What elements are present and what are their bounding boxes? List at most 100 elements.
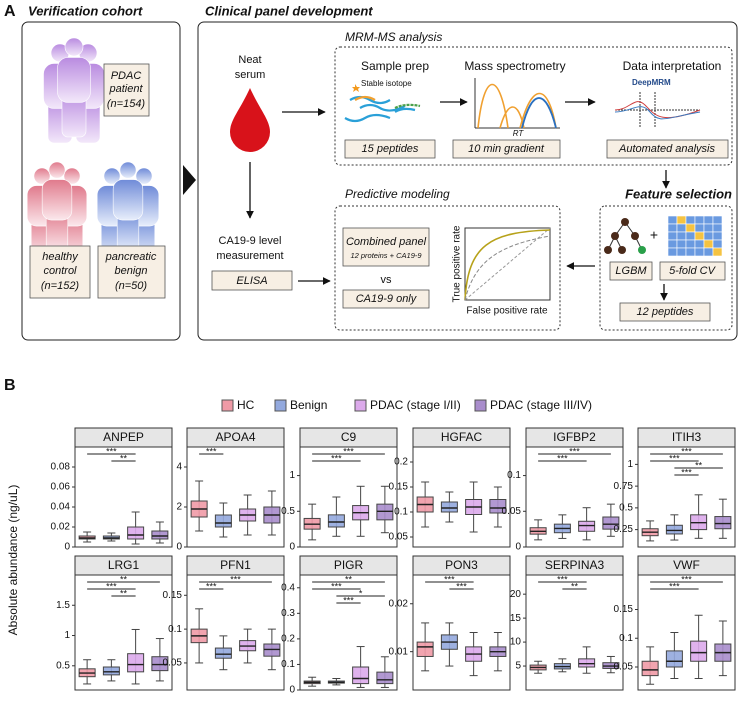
panel-title: PON3: [445, 558, 478, 572]
person-head: [119, 161, 137, 179]
sig-label: ***: [106, 581, 117, 591]
label: 10 min gradient: [468, 143, 545, 155]
person-body: [41, 179, 73, 221]
axis-label: True positive rate: [452, 225, 463, 302]
section-title: Clinical panel development: [205, 3, 373, 18]
y-tick-label: 0.05: [614, 662, 634, 673]
y-tick-label: 0.2: [394, 457, 408, 468]
cv-cell: [712, 215, 723, 225]
box: [376, 671, 394, 685]
y-tick-label: 0.05: [389, 532, 409, 543]
box-plots: ANPEP00.020.040.060.08*****APOA4024***C9…: [51, 427, 736, 696]
label-box: [342, 289, 430, 309]
label: Neat: [238, 54, 261, 66]
plus: +: [650, 227, 658, 243]
label-box: [97, 245, 166, 299]
label: patient: [108, 83, 143, 95]
sig-label: ***: [569, 446, 580, 456]
y-tick-label: 0: [64, 542, 70, 553]
cv-cell: [712, 223, 723, 233]
label: measurement: [216, 250, 283, 262]
label: CA19-9 only: [356, 293, 418, 305]
y-tick-label: 1.5: [56, 600, 70, 611]
box: [641, 660, 659, 677]
person-head: [63, 167, 81, 185]
person-head: [33, 167, 51, 185]
label: (n=154): [107, 98, 146, 110]
sig-label: ***: [343, 595, 354, 605]
label: Combined panel: [346, 236, 427, 248]
sig-label: ***: [681, 574, 692, 584]
box: [214, 647, 232, 659]
person-head: [135, 167, 153, 185]
box: [690, 640, 708, 662]
peaks: [477, 83, 557, 129]
y-axis-label: Absolute abundance (ng/uL): [6, 485, 20, 636]
y-tick-label: 0.15: [614, 604, 634, 615]
cv-cell: [667, 223, 678, 233]
sig-label: ***: [106, 446, 117, 456]
panel-title: ANPEP: [103, 430, 144, 444]
panel-title: IGFBP2: [553, 430, 596, 444]
box: [489, 499, 507, 514]
cv-cell: [685, 223, 696, 233]
box: [440, 501, 458, 513]
label-box: [342, 227, 430, 267]
axes: [474, 78, 560, 129]
legend-label: HC: [237, 398, 255, 412]
cv-cell: [676, 223, 687, 233]
plot-frame: [412, 446, 511, 548]
sig-label: ***: [681, 446, 692, 456]
cv-grid: [667, 215, 723, 257]
y-tick-label: 0.15: [163, 590, 183, 601]
cv-cell: [676, 239, 687, 249]
tree-icon: [611, 232, 619, 240]
cv-cell: [694, 247, 705, 257]
sig-label: **: [120, 588, 128, 598]
dashed-box: [334, 46, 733, 166]
axis-label: False positive rate: [466, 306, 548, 317]
roc-curve: [464, 229, 551, 301]
label: RT: [513, 129, 525, 138]
sig-label: ***: [669, 581, 680, 591]
y-tick-label: 0.05: [163, 658, 183, 669]
y-tick-label: 0.1: [507, 470, 521, 481]
plot-frame: [299, 574, 398, 691]
label: control: [43, 265, 77, 277]
y-tick-label: 0.05: [502, 506, 522, 517]
legend-swatch: [274, 399, 287, 412]
cv-cell: [703, 215, 714, 225]
tree-icon: [621, 218, 629, 226]
legend-label: PDAC (stage III/IV): [490, 398, 592, 412]
label: 5-fold CV: [669, 265, 717, 277]
tree-icon: [604, 246, 612, 254]
sig-label: **: [571, 581, 579, 591]
blood-drop: [230, 88, 270, 152]
cv-cell: [703, 247, 714, 257]
y-tick-label: 0.08: [51, 462, 71, 473]
plot-frame: [637, 574, 736, 691]
tree-icon: [631, 232, 639, 240]
title-bg: [342, 31, 462, 45]
legend-swatch: [221, 399, 234, 412]
cv-cell: [685, 215, 696, 225]
person-body: [112, 179, 144, 221]
label-box: [659, 261, 726, 281]
cv-cell: [712, 247, 723, 257]
plot-frame: [637, 446, 736, 548]
panel-label: A: [4, 3, 16, 20]
cv-cell: [685, 239, 696, 249]
sig-label: ***: [669, 453, 680, 463]
sig-label: ***: [230, 574, 241, 584]
label: (n=152): [41, 280, 80, 292]
box: [151, 530, 169, 540]
dashed-box: [599, 205, 733, 331]
cv-cell: [694, 231, 705, 241]
person-head: [48, 161, 66, 179]
label: healthy: [42, 251, 79, 263]
plot-frame: [525, 446, 624, 548]
box: [578, 520, 596, 532]
y-tick-label: 0.1: [168, 624, 182, 635]
people-icons: [26, 37, 160, 258]
plot-frame: [525, 574, 624, 691]
